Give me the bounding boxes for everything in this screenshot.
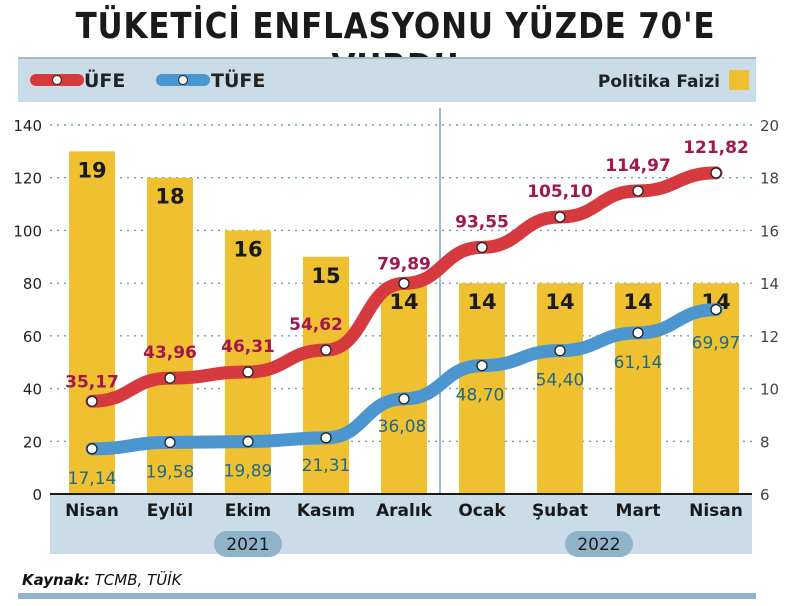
bar-value-label: 18 [155, 185, 184, 209]
data-label-ufe: 79,89 [377, 254, 431, 274]
point-ufe [320, 344, 332, 356]
year-label: 2022 [577, 535, 620, 555]
category-label: Ekim [225, 501, 271, 521]
point-tufe [398, 393, 410, 405]
point-tufe [632, 327, 644, 339]
source-note: Kaynak: TCMB, TÜİK [22, 571, 181, 589]
legend-bar-label: Politika Faizi [598, 72, 720, 92]
bar-politika-faizi [459, 283, 505, 494]
category-label: Aralık [376, 501, 433, 521]
legend-ufe-label: ÜFE [84, 68, 125, 92]
bar-politika-faizi [69, 151, 115, 494]
right-axis-tick-label: 16 [760, 222, 779, 240]
left-axis-tick-label: 20 [23, 433, 42, 451]
point-ufe [398, 277, 410, 290]
right-axis-tick-label: 20 [760, 117, 779, 135]
legend-tufe-marker [177, 74, 189, 86]
category-label: Ocak [458, 501, 506, 521]
bar-value-label: 14 [467, 290, 496, 314]
bar-politika-faizi [225, 230, 271, 494]
point-tufe [320, 432, 332, 444]
year-label: 2021 [226, 535, 269, 555]
data-label-tufe: 61,14 [614, 353, 663, 373]
bar-value-label: 14 [389, 290, 418, 314]
data-label-tufe: 54,40 [536, 371, 585, 391]
data-label-ufe: 114,97 [605, 156, 671, 176]
point-ufe [632, 185, 644, 197]
bar-value-label: 15 [311, 264, 340, 288]
point-tufe [86, 443, 98, 455]
left-axis-tick-label: 120 [13, 170, 42, 188]
bar-value-label: 19 [77, 158, 106, 182]
data-label-ufe: 105,10 [527, 182, 593, 202]
right-axis-tick-label: 12 [760, 328, 779, 346]
data-label-ufe: 121,82 [683, 138, 749, 158]
left-axis-tick-label: 40 [23, 381, 42, 399]
bar-politika-faizi [381, 283, 427, 494]
data-label-ufe: 54,62 [289, 315, 343, 335]
category-label: Eylül [147, 501, 193, 521]
data-label-tufe: 69,97 [692, 334, 741, 354]
legend-tufe-label: TÜFE [211, 68, 265, 92]
left-axis-tick-label: 60 [23, 328, 42, 346]
legend-ufe-marker [51, 74, 63, 86]
bar-value-label: 14 [623, 290, 652, 314]
data-label-ufe: 43,96 [143, 343, 197, 363]
point-ufe [476, 241, 488, 254]
left-axis-tick-label: 0 [32, 486, 42, 504]
bar-politika-faizi [303, 256, 349, 494]
point-tufe [710, 303, 722, 316]
year-pill [214, 531, 282, 557]
right-axis-tick-label: 6 [760, 486, 770, 504]
data-label-ufe: 35,17 [65, 372, 119, 392]
point-ufe [242, 366, 254, 378]
category-label: Mart [616, 501, 661, 521]
category-label: Nisan [65, 501, 119, 521]
point-ufe [710, 167, 722, 179]
data-label-tufe: 21,31 [302, 456, 351, 476]
data-label-tufe: 48,70 [456, 386, 505, 406]
category-label: Nisan [689, 501, 743, 521]
bar-value-label: 16 [233, 237, 262, 261]
point-ufe [86, 395, 98, 407]
legend-band [18, 58, 756, 102]
right-axis-tick-label: 8 [760, 433, 770, 451]
left-axis-tick-label: 140 [13, 117, 42, 135]
right-axis-tick-label: 18 [760, 170, 779, 188]
bar-value-label: 14 [545, 290, 574, 314]
bar-politika-faizi [693, 283, 739, 494]
left-axis-tick-label: 80 [23, 275, 42, 293]
year-pill [565, 531, 633, 557]
data-label-tufe: 36,08 [378, 417, 427, 437]
data-label-ufe: 93,55 [455, 212, 509, 232]
source-text: TCMB, TÜİK [94, 571, 182, 589]
point-tufe [242, 435, 254, 448]
point-tufe [476, 359, 488, 372]
data-label-tufe: 19,89 [224, 462, 273, 482]
bar-politika-faizi [615, 283, 661, 494]
bottom-rule [18, 593, 756, 599]
bar-politika-faizi [537, 283, 583, 494]
data-label-ufe: 46,31 [221, 337, 275, 357]
point-ufe [164, 372, 176, 384]
right-axis-tick-label: 14 [760, 275, 779, 293]
data-label-tufe: 17,14 [68, 469, 117, 489]
legend-bar-swatch [729, 70, 749, 90]
point-ufe [554, 211, 566, 223]
right-axis-tick-label: 10 [760, 381, 779, 399]
point-tufe [164, 436, 176, 449]
category-label: Şubat [532, 501, 588, 521]
point-tufe [554, 344, 566, 357]
category-band [50, 494, 752, 554]
data-label-tufe: 19,58 [146, 462, 195, 482]
left-axis-tick-label: 100 [13, 222, 42, 240]
source-label: Kaynak: [22, 571, 90, 589]
category-label: Kasım [297, 501, 355, 521]
